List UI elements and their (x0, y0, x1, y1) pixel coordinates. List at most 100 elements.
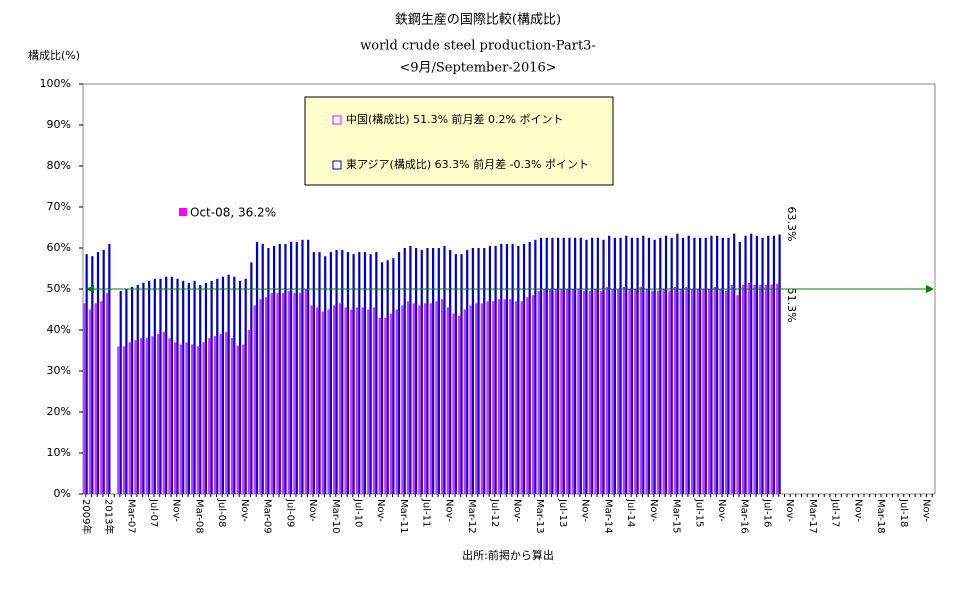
bar (668, 291, 671, 494)
bar (662, 289, 666, 494)
bar (321, 311, 325, 494)
bar (755, 235, 758, 494)
bar (509, 299, 512, 494)
bar (94, 303, 98, 494)
bar (514, 301, 518, 494)
x-tick-label: Nov- (443, 499, 454, 522)
bar (480, 303, 484, 494)
bar (545, 237, 548, 494)
bar (647, 237, 651, 494)
bar (304, 289, 308, 494)
bar (721, 237, 724, 494)
chart-subtitle: <9月/September-2016> (399, 61, 556, 76)
bar (733, 233, 736, 494)
y-tick-label: 0% (54, 487, 71, 500)
bar (406, 301, 410, 494)
bar (458, 315, 461, 494)
annotation: Oct-08, 36.2% (190, 206, 276, 220)
bar (238, 280, 242, 494)
bar (690, 289, 694, 494)
bar (636, 237, 639, 494)
bar (335, 250, 338, 494)
bar (202, 342, 206, 494)
bar (750, 233, 753, 494)
bar (174, 342, 177, 494)
bar (378, 317, 382, 494)
bar (736, 295, 739, 494)
bar (412, 303, 416, 494)
bar (539, 237, 543, 494)
bar (577, 289, 580, 494)
bar (568, 237, 571, 494)
bar (312, 252, 315, 494)
bar (310, 305, 313, 494)
bar (264, 297, 268, 494)
bar (191, 344, 194, 494)
x-tick-label: Jul-10 (352, 498, 363, 527)
x-tick-label: Nov- (307, 499, 318, 522)
legend (304, 96, 614, 186)
bar (630, 237, 634, 494)
bar (91, 256, 94, 494)
bar (219, 334, 223, 494)
bar (363, 252, 367, 494)
bar (681, 237, 685, 494)
bar (261, 243, 264, 494)
bar (151, 336, 154, 494)
bar (278, 243, 281, 494)
bar (437, 248, 440, 494)
bar (704, 237, 707, 494)
bar (216, 278, 219, 494)
x-tick-label: Mar-12 (466, 499, 477, 534)
bar (617, 289, 620, 494)
bar (463, 309, 467, 494)
legend-label: 東アジア(構成比) 63.3% 前月差 -0.3% ポイント (346, 157, 589, 171)
bar (247, 330, 251, 494)
bar (628, 289, 632, 494)
bar (446, 307, 450, 494)
annotation-swatch (179, 208, 187, 216)
bar (148, 280, 151, 494)
bar (520, 301, 524, 494)
x-tick-label: Mar-10 (330, 499, 341, 534)
bar (664, 235, 668, 494)
bar (511, 243, 514, 494)
bar (591, 237, 594, 494)
bar (724, 291, 728, 494)
bar (440, 299, 444, 494)
bar (392, 258, 395, 494)
bar (764, 284, 768, 494)
bar (742, 284, 745, 494)
bar (185, 342, 188, 494)
bar (486, 301, 490, 494)
bar (596, 237, 599, 494)
bar (429, 303, 433, 494)
bar (193, 280, 196, 494)
x-tick-label: Jul-12 (489, 498, 500, 527)
y-tick-label: 60% (47, 241, 71, 254)
bar (449, 250, 452, 494)
bar (145, 338, 149, 494)
bar (696, 289, 700, 494)
bar (352, 254, 355, 494)
bar (471, 248, 474, 494)
bar (102, 250, 105, 494)
bar (153, 278, 156, 494)
x-tick-label: Mar-18 (875, 499, 886, 534)
bar (270, 293, 274, 494)
bar (634, 289, 637, 494)
bar (659, 237, 662, 494)
bar (526, 297, 529, 494)
legend-swatch (332, 160, 342, 170)
x-tick-label: Nov- (920, 499, 931, 522)
bar (255, 241, 259, 494)
y-tick-label: 70% (47, 200, 71, 213)
x-tick-label: Nov- (375, 499, 386, 522)
bar (295, 241, 298, 494)
bar (182, 280, 185, 494)
bar (361, 307, 365, 494)
bar (139, 338, 143, 494)
bar (125, 289, 128, 494)
bar (375, 252, 378, 494)
bar (298, 293, 302, 494)
